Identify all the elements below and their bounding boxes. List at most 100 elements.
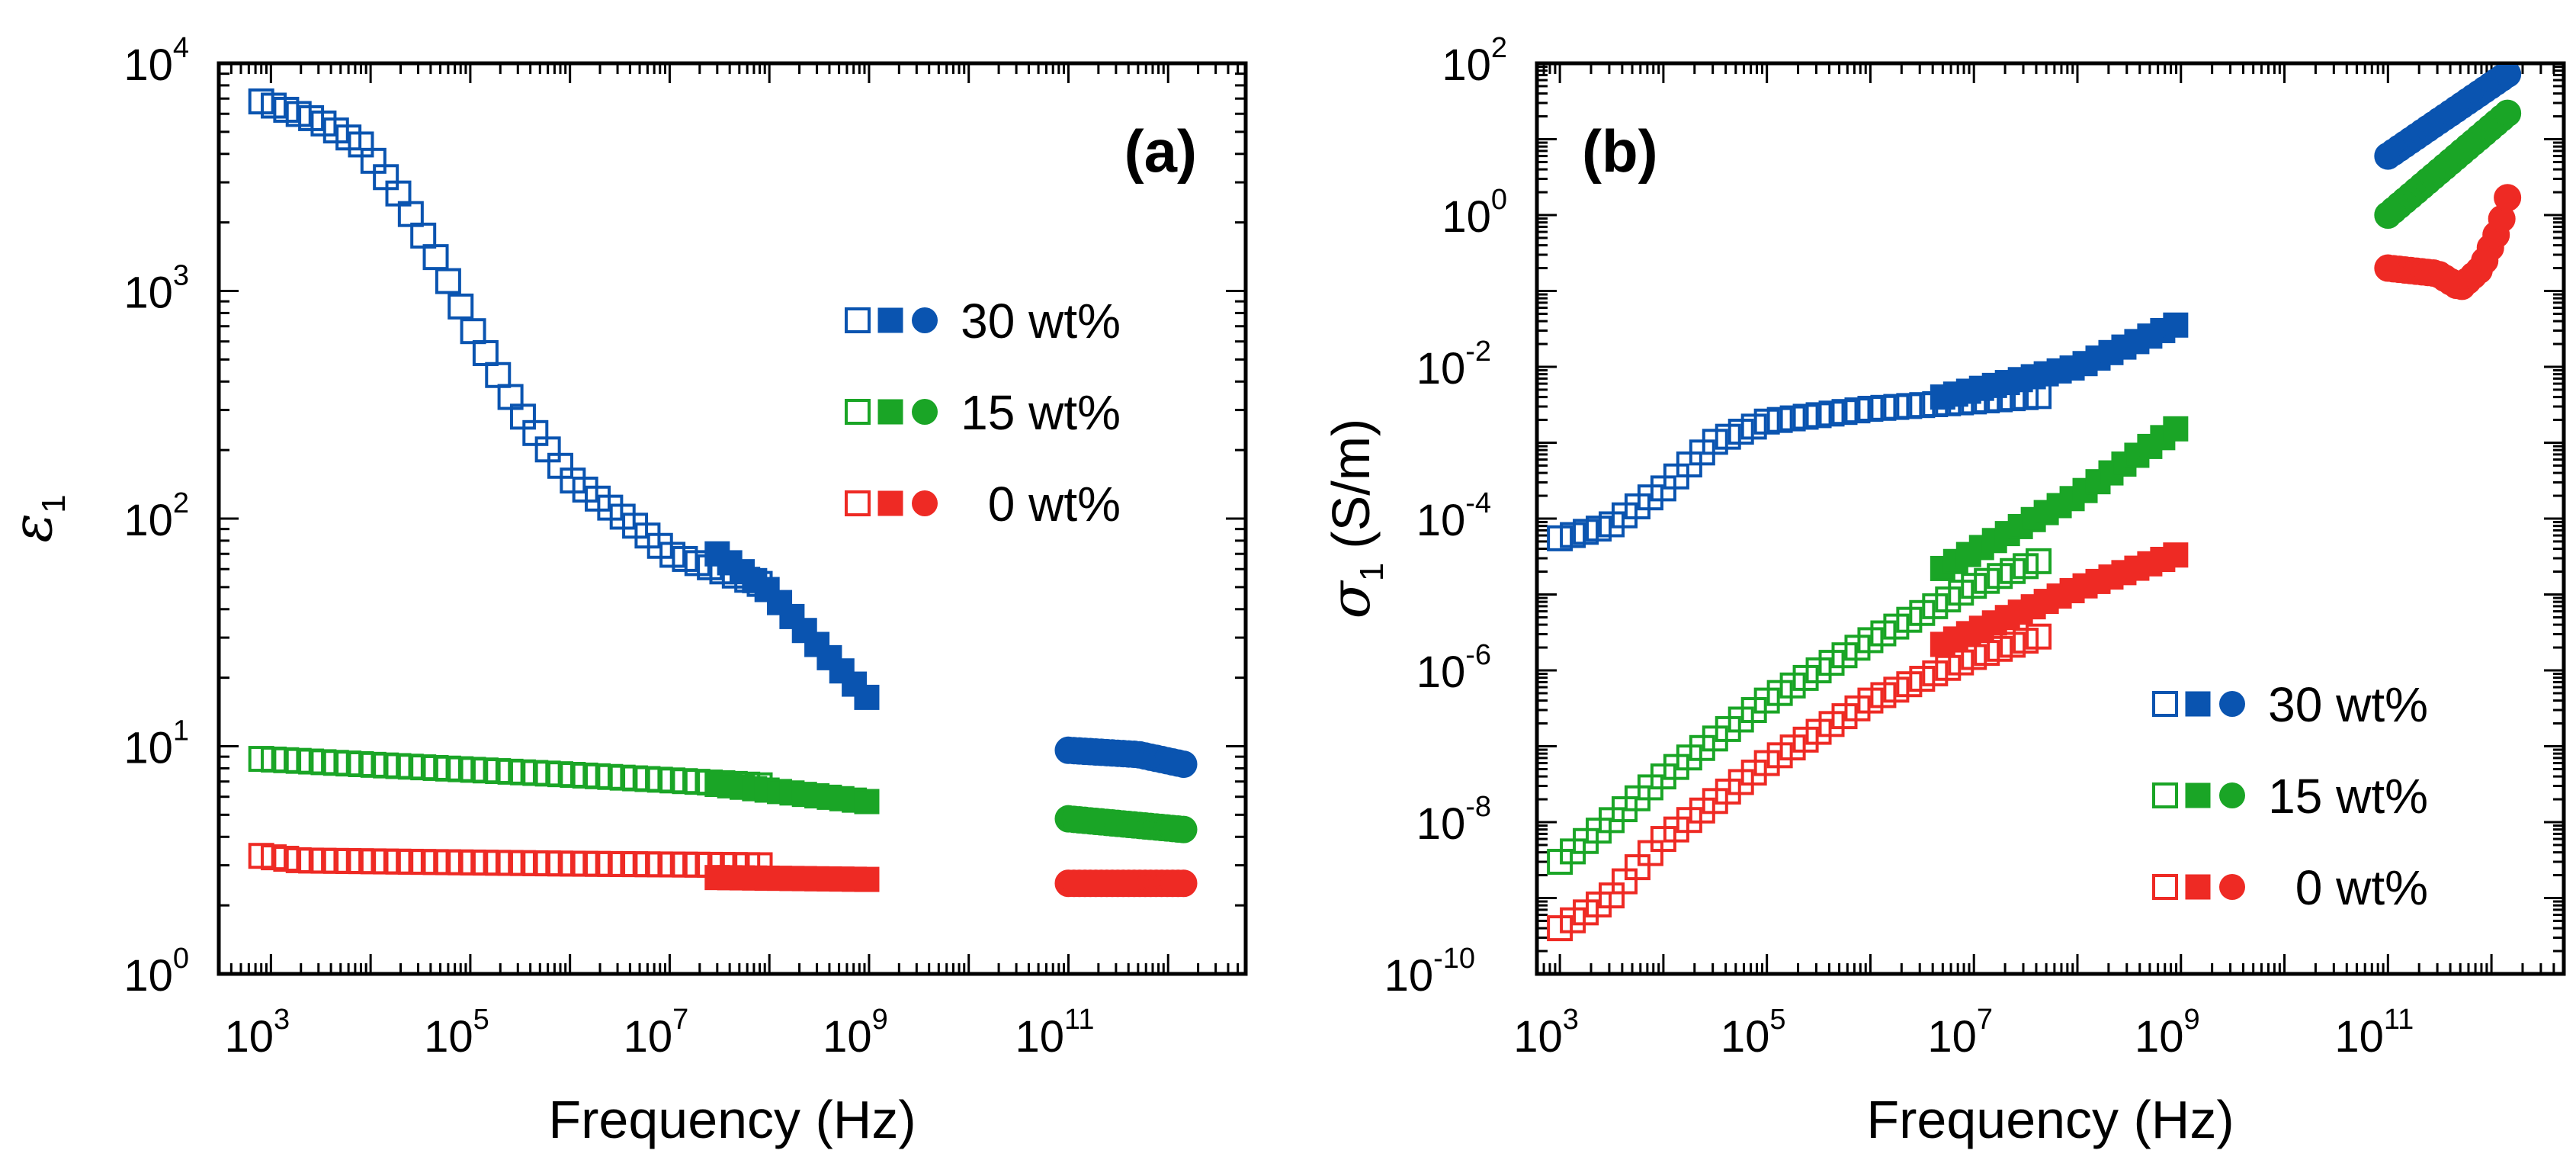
y-tick-base: 10	[124, 40, 173, 90]
series-filled-square-15wt	[704, 771, 880, 815]
x-tick-exponent: 3	[1563, 1004, 1579, 1036]
legend-filled-circle	[912, 307, 938, 333]
series-filled-circle-30wt	[1054, 736, 1198, 779]
y-axis-title: σ1 (S/m)	[1318, 419, 1391, 619]
legend-entry: 15 wt%	[2152, 769, 2428, 824]
y-axis-title: ε1	[0, 494, 72, 542]
y-tick-base: 10	[124, 268, 173, 318]
data-point-filled-square-11	[2072, 477, 2098, 503]
legend-filled-circle	[2219, 782, 2245, 808]
x-axis-title: Frequency (Hz)	[548, 1090, 916, 1149]
x-tick-exponent: 5	[473, 1004, 489, 1036]
y-tick-base: 10	[1416, 344, 1466, 394]
legend-filled-square	[2185, 691, 2211, 717]
legend-filled-circle	[912, 490, 938, 516]
y-axis-subscript: 1	[35, 494, 72, 512]
y-tick-exponent: 4	[173, 32, 189, 64]
x-tick-label: 105	[1721, 1004, 1786, 1062]
x-tick-exponent: 11	[1064, 1004, 1094, 1036]
data-point-filled-square-12	[854, 789, 880, 815]
x-tick-exponent: 9	[872, 1004, 888, 1036]
legend-label: 15 wt%	[2268, 769, 2428, 824]
x-tick-label: 103	[225, 1004, 290, 1062]
series-filled-square-0wt	[1930, 542, 2189, 657]
data-point-circle-21	[2494, 99, 2522, 127]
y-tick-exponent: 2	[173, 487, 189, 519]
y-tick-exponent: 3	[173, 260, 189, 292]
x-tick-exponent: 7	[1977, 1004, 1993, 1036]
data-point-open-square-16	[448, 293, 474, 320]
series-filled-square-30wt	[704, 541, 880, 710]
data-point-filled-square-12	[854, 866, 880, 892]
x-tick-exponent: 7	[672, 1004, 688, 1036]
data-point-open-square-13	[410, 222, 437, 249]
series-filled-circle-15wt	[1054, 805, 1198, 843]
y-tick-label: 10-10	[1384, 943, 1475, 1001]
y-axis-symbol: ε	[0, 513, 64, 543]
x-tick-base: 10	[2135, 1012, 2184, 1062]
legend-label: 0 wt%	[2295, 860, 2428, 915]
legend-label: 30 wt%	[961, 294, 1121, 349]
panel-label: (a)	[1124, 117, 1197, 185]
data-point-open-square-37	[2026, 623, 2052, 650]
y-tick-exponent: 0	[173, 943, 189, 975]
x-tick-base: 10	[1015, 1012, 1064, 1062]
series-filled-circle-0wt	[1054, 869, 1198, 898]
series-open-square-0wt	[1547, 623, 2052, 942]
x-tick-label: 109	[823, 1004, 888, 1062]
series-filled-square-0wt	[704, 865, 880, 892]
y-tick-label: 10-8	[1416, 791, 1491, 849]
legend-entry: 30 wt%	[845, 294, 1121, 349]
legend-label: 15 wt%	[961, 385, 1121, 440]
x-tick-base: 10	[424, 1012, 473, 1062]
y-axis-symbol: σ	[1318, 580, 1382, 619]
legend: 30 wt% 15 wt% 0 wt%	[845, 294, 1121, 532]
y-tick-base: 10	[1416, 647, 1466, 697]
x-tick-label: 103	[1513, 1004, 1579, 1062]
x-tick-base: 10	[1721, 1012, 1770, 1062]
x-tick-exponent: 9	[2183, 1004, 2199, 1036]
series-open-square-15wt	[248, 746, 773, 798]
series-open-square-15wt	[1547, 548, 2052, 876]
y-tick-label: 100	[124, 943, 189, 1001]
y-tick-label: 102	[124, 487, 189, 545]
data-point-open-square-15	[435, 268, 461, 294]
y-tick-exponent: 0	[1491, 184, 1507, 216]
y-axis-unit: (S/m)	[1321, 419, 1381, 549]
x-tick-base: 10	[225, 1012, 274, 1062]
legend-label: 30 wt%	[2268, 677, 2428, 732]
data-point-filled-square-18	[2163, 312, 2189, 338]
y-tick-exponent: -2	[1465, 336, 1491, 368]
x-tick-label: 1011	[1015, 1004, 1094, 1062]
x-tick-base: 10	[823, 1012, 872, 1062]
panel-a-dielectric-permittivity-chart: 103 105 107 109 1011100101102103104Frequency…	[0, 32, 1248, 1149]
series-open-square-30wt	[1547, 383, 2052, 551]
y-tick-exponent: 2	[1491, 32, 1507, 64]
y-tick-base: 10	[1416, 799, 1466, 849]
data-point-open-square-14	[422, 244, 449, 271]
x-tick-base: 10	[1513, 1012, 1563, 1062]
y-tick-label: 101	[124, 715, 189, 773]
y-tick-base: 10	[1384, 951, 1434, 1001]
axis-ticks	[1535, 62, 2565, 975]
y-tick-exponent: -4	[1465, 487, 1491, 519]
legend-filled-circle	[912, 399, 938, 425]
data-series	[1547, 65, 2522, 942]
legend-open-square	[2152, 691, 2178, 717]
y-tick-base: 10	[124, 496, 173, 545]
legend-entry: 0 wt%	[2152, 860, 2428, 915]
legend-open-square	[845, 490, 871, 516]
y-tick-label: 10-6	[1416, 639, 1491, 697]
axis-ticks	[217, 62, 1247, 975]
y-tick-exponent: -6	[1465, 639, 1491, 671]
x-tick-exponent: 3	[274, 1004, 290, 1036]
legend-entry: 30 wt%	[2152, 677, 2428, 732]
y-tick-label: 10-2	[1416, 336, 1491, 394]
data-point-circle-21	[1169, 750, 1198, 779]
legend-filled-circle	[2219, 874, 2245, 900]
y-axis-subscript: 1	[1353, 563, 1391, 581]
legend-filled-square	[2185, 874, 2211, 900]
series-filled-circle-30wt	[2374, 65, 2522, 170]
y-tick-exponent: -8	[1465, 791, 1491, 823]
